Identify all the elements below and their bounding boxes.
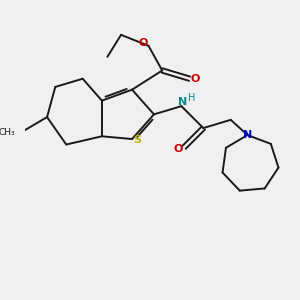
Text: O: O (191, 74, 200, 84)
Text: N: N (243, 130, 252, 140)
Text: O: O (139, 38, 148, 47)
Text: H: H (188, 94, 196, 103)
Text: O: O (173, 144, 183, 154)
Text: CH₃: CH₃ (0, 128, 15, 137)
Text: N: N (178, 97, 188, 107)
Text: S: S (133, 135, 141, 146)
